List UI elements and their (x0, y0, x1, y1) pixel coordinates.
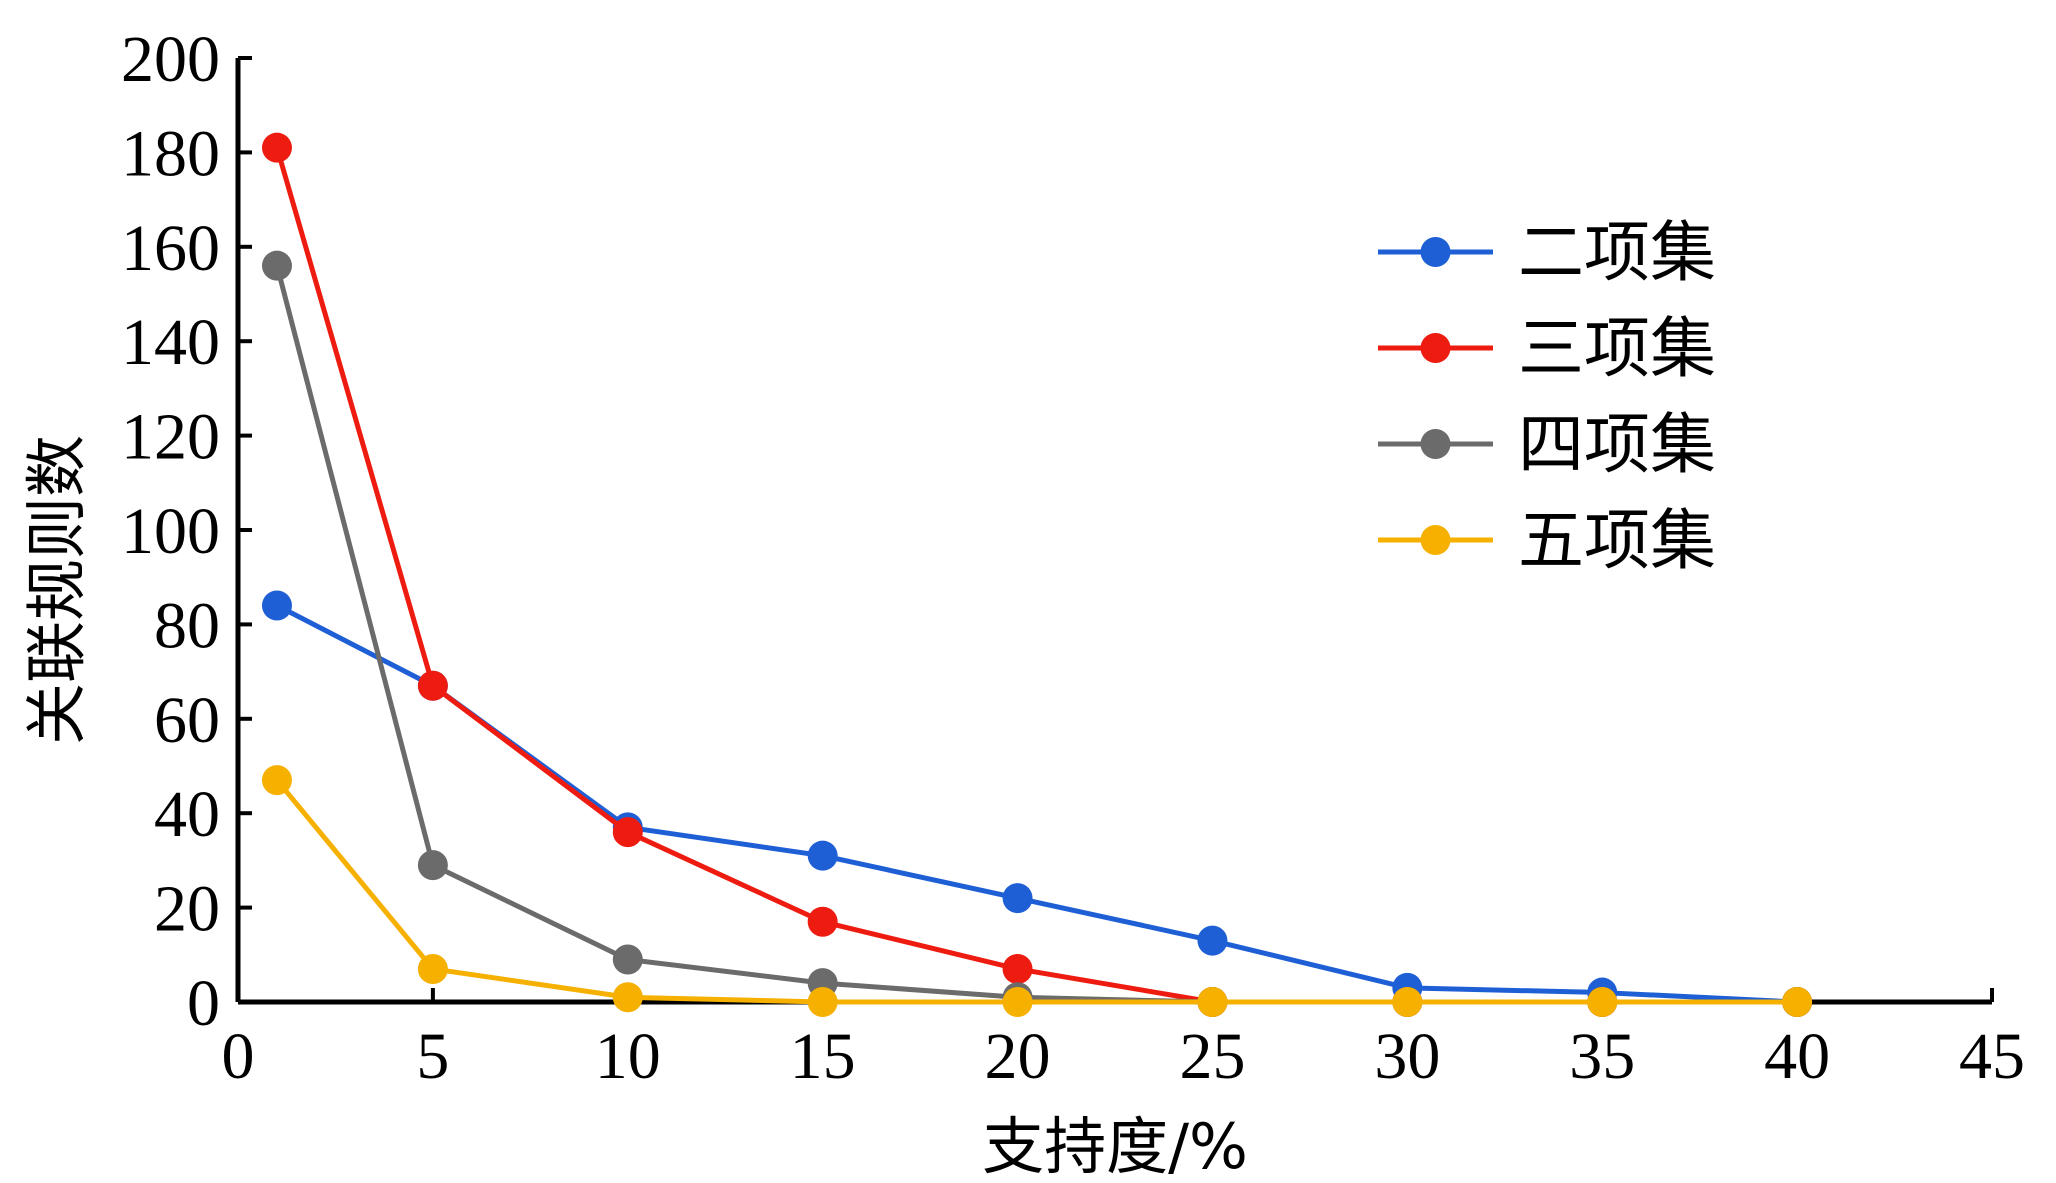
data-point (1002, 987, 1033, 1017)
series-layer (261, 132, 1813, 1017)
legend-label: 二项集 (1518, 214, 1716, 291)
legend-item: 二项集 (1378, 214, 1716, 291)
data-point (1587, 987, 1618, 1017)
data-point (612, 817, 643, 848)
y-tick-label: 20 (154, 873, 220, 946)
y-tick-label: 60 (154, 684, 220, 757)
x-tick-label: 30 (1374, 1020, 1440, 1093)
data-point (612, 944, 643, 975)
y-tick-label: 120 (121, 401, 220, 474)
data-point (261, 765, 292, 796)
x-tick-label: 40 (1764, 1020, 1830, 1093)
x-ticks: 0 5 10 15 20 25 30 35 40 45 (222, 988, 2025, 1093)
data-point (1392, 987, 1423, 1017)
legend-item: 四项集 (1378, 406, 1716, 483)
data-point (261, 590, 292, 621)
legend-label: 三项集 (1518, 310, 1716, 387)
y-axis-title: 关联规则数 (20, 435, 93, 745)
x-tick-label: 10 (595, 1020, 661, 1093)
data-point (417, 670, 448, 701)
legend-label: 四项集 (1518, 406, 1716, 483)
y-ticks: 0 20 40 60 80 100 120 140 160 180 200 (121, 23, 252, 1040)
data-point (261, 132, 292, 163)
series-4 (261, 765, 1813, 1017)
y-tick-label: 140 (121, 306, 220, 379)
y-tick-label: 100 (121, 495, 220, 568)
data-point (1002, 883, 1033, 914)
legend-swatch-marker (1420, 525, 1451, 555)
data-point (417, 850, 448, 881)
data-point (1782, 987, 1813, 1017)
legend-label: 五项集 (1518, 502, 1716, 579)
series-line (275, 778, 1798, 1005)
x-tick-label: 35 (1569, 1020, 1635, 1093)
data-point (417, 953, 448, 984)
x-tick-label: 45 (1959, 1020, 2025, 1093)
data-point (261, 250, 292, 281)
y-tick-label: 160 (121, 212, 220, 285)
legend-swatch-marker (1420, 429, 1451, 459)
x-axis-title: 支持度/% (982, 1110, 1248, 1183)
x-tick-label: 25 (1179, 1020, 1245, 1093)
data-point (1002, 953, 1033, 984)
series-line (275, 603, 1798, 1005)
data-point (612, 982, 643, 1013)
legend-swatch-marker (1420, 333, 1451, 363)
axes: 0 5 10 15 20 25 30 35 40 45 0 20 40 60 80 100 120 140 160… (121, 23, 2025, 1093)
y-tick-label: 80 (154, 589, 220, 662)
data-point (807, 987, 838, 1017)
data-point (1197, 925, 1228, 956)
y-tick-label: 200 (121, 23, 220, 96)
legend-swatch-marker (1420, 237, 1451, 267)
data-point (807, 840, 838, 871)
y-tick-label: 40 (154, 778, 220, 851)
x-tick-label: 20 (985, 1020, 1051, 1093)
x-tick-label: 0 (222, 1020, 255, 1093)
legend-item: 三项集 (1378, 310, 1716, 387)
x-tick-label: 15 (790, 1020, 856, 1093)
data-point (1197, 987, 1228, 1017)
data-point (807, 906, 838, 937)
legend-item: 五项集 (1378, 502, 1716, 579)
y-tick-label: 0 (187, 967, 220, 1040)
x-tick-label: 5 (416, 1020, 449, 1093)
y-tick-label: 180 (121, 117, 220, 190)
series-1 (261, 590, 1813, 1017)
